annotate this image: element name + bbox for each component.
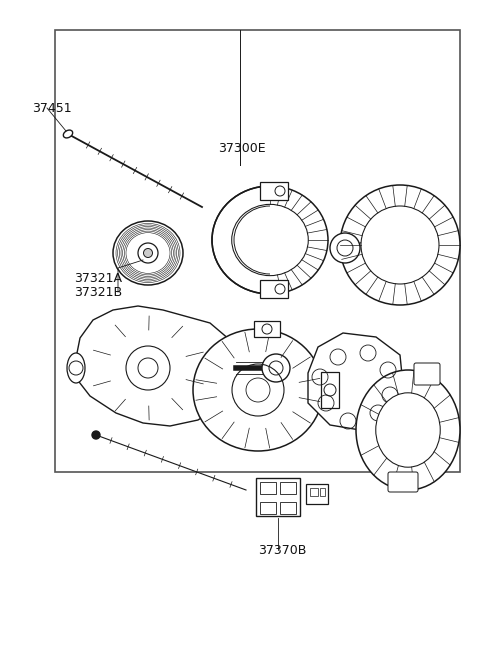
Polygon shape xyxy=(76,306,236,426)
FancyBboxPatch shape xyxy=(414,363,440,385)
Text: 37370B: 37370B xyxy=(258,544,306,556)
FancyBboxPatch shape xyxy=(260,502,276,514)
Circle shape xyxy=(262,354,290,382)
Circle shape xyxy=(330,233,360,263)
Ellipse shape xyxy=(67,353,85,383)
Ellipse shape xyxy=(212,186,328,294)
FancyBboxPatch shape xyxy=(260,482,276,494)
FancyBboxPatch shape xyxy=(388,472,418,492)
Ellipse shape xyxy=(376,393,440,467)
Ellipse shape xyxy=(340,185,460,305)
FancyBboxPatch shape xyxy=(280,482,296,494)
Circle shape xyxy=(92,431,100,439)
Bar xyxy=(55,30,460,472)
FancyBboxPatch shape xyxy=(260,182,288,200)
FancyBboxPatch shape xyxy=(254,321,280,337)
FancyBboxPatch shape xyxy=(256,478,300,516)
Text: 37451: 37451 xyxy=(32,102,72,115)
FancyBboxPatch shape xyxy=(321,372,339,408)
FancyBboxPatch shape xyxy=(306,484,328,504)
Ellipse shape xyxy=(232,205,308,276)
Circle shape xyxy=(138,243,158,263)
FancyBboxPatch shape xyxy=(260,280,288,298)
Ellipse shape xyxy=(63,130,72,138)
FancyBboxPatch shape xyxy=(310,488,318,496)
Text: 37321A: 37321A xyxy=(74,272,122,285)
Text: 37321B: 37321B xyxy=(74,285,122,298)
Polygon shape xyxy=(308,333,403,430)
Circle shape xyxy=(144,249,153,258)
Ellipse shape xyxy=(361,206,439,284)
Text: 37300E: 37300E xyxy=(218,142,265,155)
FancyBboxPatch shape xyxy=(280,502,296,514)
Ellipse shape xyxy=(193,329,323,451)
Ellipse shape xyxy=(356,370,460,490)
Ellipse shape xyxy=(113,221,183,285)
FancyBboxPatch shape xyxy=(320,488,325,496)
